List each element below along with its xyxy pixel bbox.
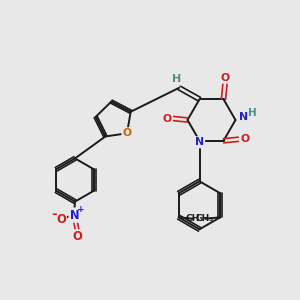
Text: O: O bbox=[163, 113, 172, 124]
Text: N: N bbox=[239, 112, 248, 122]
Text: CH₃: CH₃ bbox=[195, 214, 214, 223]
Text: O: O bbox=[73, 230, 82, 244]
Text: O: O bbox=[241, 134, 250, 144]
Text: O: O bbox=[122, 128, 132, 138]
Text: O: O bbox=[220, 73, 230, 82]
Text: O: O bbox=[56, 213, 66, 226]
Text: -: - bbox=[52, 208, 57, 221]
Text: +: + bbox=[77, 205, 85, 214]
Text: N: N bbox=[195, 137, 204, 147]
Text: H: H bbox=[172, 74, 181, 84]
Text: CH₃: CH₃ bbox=[185, 214, 204, 223]
Text: H: H bbox=[248, 108, 256, 118]
Text: N: N bbox=[70, 208, 79, 222]
